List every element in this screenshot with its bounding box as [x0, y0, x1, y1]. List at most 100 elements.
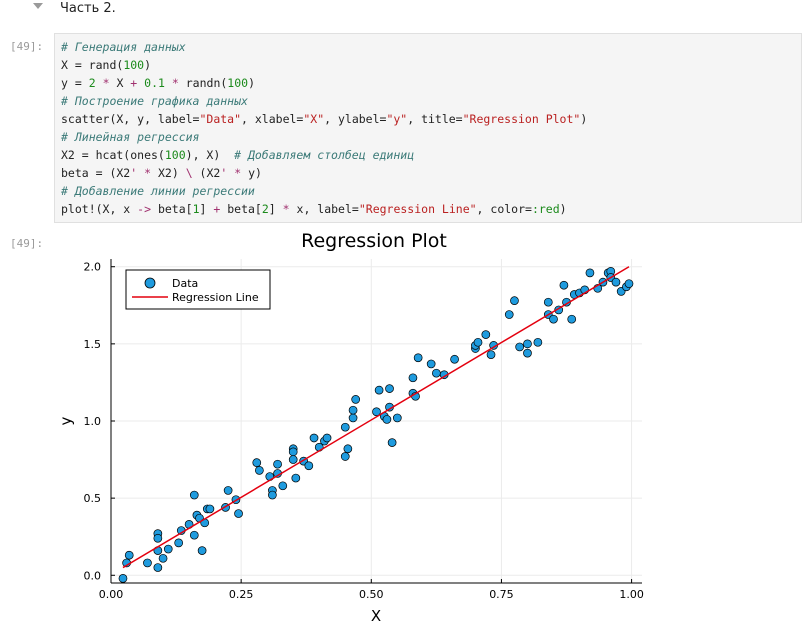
y-tick-label: 1.0 [84, 415, 102, 428]
code-token: ) [144, 58, 152, 72]
legend-label-line: Regression Line [172, 291, 259, 304]
code-token: ] [199, 202, 214, 216]
legend-label-data: Data [172, 277, 198, 290]
markdown-text: Часть 2. [60, 1, 116, 16]
data-point [273, 459, 282, 469]
plot-output: 0.00 0.25 0.50 0.75 1.00 0.0 0.5 1.0 1.5 2.0 Regr… [54, 226, 654, 637]
data-point [567, 314, 577, 324]
data-point [189, 530, 199, 540]
code-token: ) [580, 112, 588, 126]
code-token: "Regression Plot" [462, 112, 581, 126]
data-point [348, 405, 358, 415]
data-point [118, 574, 128, 583]
regression-line [122, 266, 630, 569]
data-point [309, 433, 319, 443]
plot-marks [118, 266, 634, 583]
data-point [486, 350, 496, 360]
code-token: X = rand( [61, 58, 124, 72]
code-token: y = [61, 76, 89, 90]
code-token: "Regression Line" [358, 202, 477, 216]
data-point [304, 461, 314, 471]
markdown-cell[interactable]: Часть 2. [0, 0, 802, 28]
data-point [624, 279, 634, 289]
data-point [408, 373, 418, 383]
data-point [351, 395, 361, 404]
code-token: ) [559, 202, 567, 216]
x-tick-label: 1.00 [619, 588, 644, 601]
code-token: * [144, 166, 152, 180]
code-token: # Генерация данных [61, 40, 186, 54]
data-point [153, 533, 163, 543]
data-point [392, 413, 402, 423]
code-token: 100 [164, 148, 186, 162]
regression-chart: 0.00 0.25 0.50 0.75 1.00 0.0 0.5 1.0 1.5 2.0 Regr… [57, 230, 644, 625]
code-token: * [102, 76, 110, 90]
code-token: (X2 [192, 166, 221, 180]
code-token: * [234, 166, 242, 180]
data-point [278, 481, 288, 491]
data-point [163, 544, 173, 554]
data-point [559, 280, 569, 290]
code-token: scatter(X, y, label= [61, 112, 200, 126]
data-point [510, 296, 519, 306]
code-token: + [130, 76, 138, 90]
code-text[interactable]: # Генерация данных X = rand(100) y = 2 *… [55, 34, 801, 218]
code-token: + [213, 202, 221, 216]
code-token: ' [220, 166, 228, 180]
code-token: "X" [303, 112, 325, 126]
axes [110, 259, 642, 584]
data-point [387, 438, 397, 447]
data-point [205, 504, 215, 514]
code-token: , xlabel= [241, 112, 304, 126]
code-token [165, 76, 172, 90]
data-point [322, 433, 332, 443]
data-point [340, 452, 350, 461]
chart-title: Regression Plot [301, 230, 447, 252]
code-token: , ylabel= [324, 112, 387, 126]
y-tick-label: 1.5 [84, 338, 102, 351]
data-point [543, 297, 553, 307]
data-point [374, 385, 384, 395]
code-token: ), X) [185, 148, 235, 162]
code-token: ' [130, 166, 138, 180]
data-point [143, 558, 152, 568]
code-token: y) [241, 166, 262, 180]
code-token: ] [268, 202, 283, 216]
data-point [252, 458, 262, 468]
code-token: plot!(X, x [61, 202, 138, 216]
y-axis-label: y [57, 416, 75, 425]
input-prompt: [49]: [10, 40, 44, 53]
code-token: 100 [227, 76, 249, 90]
x-tick-label: 0.75 [489, 588, 514, 601]
code-token: randn( [178, 76, 228, 90]
data-point [197, 546, 207, 555]
code-token: # Добавляем столбец единиц [234, 148, 415, 162]
x-tick-label: 0.50 [359, 588, 384, 601]
data-point [255, 466, 264, 475]
code-token: 2 [261, 202, 269, 216]
code-token: beta[ [151, 202, 193, 216]
y-tick-label: 0.0 [84, 569, 102, 582]
data-point [291, 473, 301, 483]
code-token: X [109, 76, 131, 90]
collapse-caret-icon[interactable] [33, 3, 43, 9]
code-token: 2 [88, 76, 96, 90]
code-token: , color= [476, 202, 532, 216]
data-point [585, 268, 595, 278]
code-token: \ [185, 166, 193, 180]
output-prompt: [49]: [10, 237, 44, 250]
legend: Data Regression Line [125, 269, 271, 310]
legend-box [125, 269, 271, 310]
code-token: # Линейная регрессия [61, 130, 200, 144]
data-point [268, 490, 277, 500]
code-token: 100 [123, 58, 145, 72]
code-cell-editor[interactable]: # Генерация данных X = rand(100) y = 2 *… [54, 33, 802, 223]
data-point [385, 384, 394, 393]
y-tick-label: 2.0 [84, 261, 102, 274]
data-point [382, 415, 392, 424]
data-point [288, 455, 298, 464]
code-token [96, 76, 103, 90]
data-point [504, 310, 514, 319]
code-token: * [282, 202, 290, 216]
data-point [153, 563, 163, 572]
